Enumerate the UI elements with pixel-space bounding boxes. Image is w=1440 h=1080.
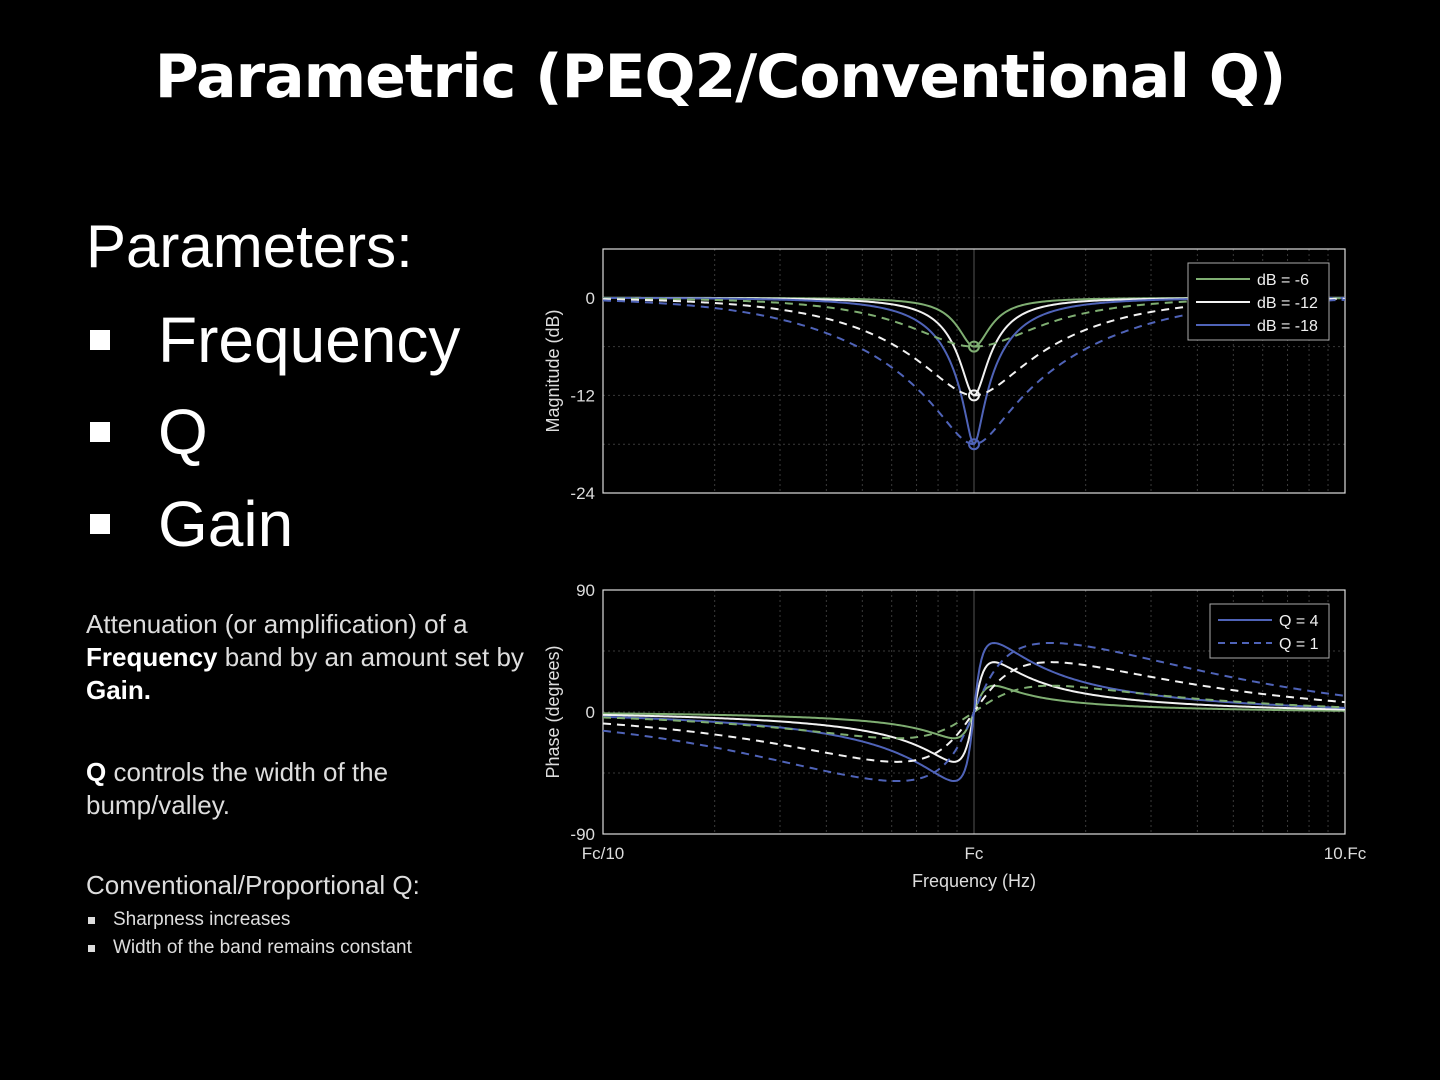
legend-entry-label: dB = -18 bbox=[1257, 318, 1318, 335]
series-line-white-solid bbox=[602, 296, 1345, 397]
conventional-q-text: Sharpness increases bbox=[113, 909, 291, 930]
x-tick-label: Fc/10 bbox=[582, 844, 625, 863]
series-line-white-dashed bbox=[602, 661, 1346, 763]
legend-box bbox=[1187, 262, 1330, 341]
series-line-white-solid bbox=[602, 661, 1346, 763]
bullet-square-icon bbox=[88, 945, 95, 952]
parameters-heading: Parameters: bbox=[86, 213, 413, 280]
magnitude-plot: 0 -12 -24 Magnitude (dB) dB = -6 dB = -12 dB =… bbox=[543, 248, 1346, 503]
phase-plot: 90 0 -90 Phase (degrees) Fc/10 Fc 10.Fc Frequen… bbox=[543, 581, 1367, 891]
series-line-blue-solid bbox=[602, 641, 1346, 783]
fc-marker-white bbox=[968, 389, 980, 402]
legend-entry-label: dB = -6 bbox=[1257, 272, 1309, 289]
bullet-square-icon bbox=[90, 330, 110, 350]
y-tick-label: -90 bbox=[570, 825, 595, 844]
parameter-item-q: Q bbox=[88, 394, 460, 486]
desc-bold-frequency: Frequency bbox=[86, 642, 218, 672]
parameters-list: Frequency Q Gain bbox=[88, 302, 460, 578]
legend-entry-label: Q = 4 bbox=[1279, 613, 1319, 630]
x-axis-label: Frequency (Hz) bbox=[912, 871, 1036, 891]
desc-text: Attenuation (or amplification) of a bbox=[86, 609, 468, 639]
series-line-blue-dashed bbox=[602, 641, 1346, 783]
legend-entry-label: dB = -12 bbox=[1257, 295, 1318, 312]
parameter-label: Q bbox=[158, 396, 208, 468]
x-tick-label: 10.Fc bbox=[1324, 844, 1367, 863]
bullet-square-icon bbox=[90, 422, 110, 442]
series-line-blue-solid bbox=[603, 296, 1345, 446]
parameter-item-frequency: Frequency bbox=[88, 302, 460, 394]
series-line-green-dashed bbox=[602, 684, 1346, 740]
parameter-item-gain: Gain bbox=[88, 486, 460, 578]
axes-frame bbox=[602, 248, 1346, 494]
y-tick-label: 90 bbox=[576, 581, 595, 600]
legend-box bbox=[1209, 603, 1330, 659]
y-axis-label: Phase (degrees) bbox=[543, 645, 563, 778]
desc-bold-gain: Gain. bbox=[86, 675, 152, 705]
series-line-white-dashed bbox=[602, 297, 1346, 397]
fc-marker-blue bbox=[968, 438, 980, 451]
conventional-q-list: Sharpness increases Width of the band re… bbox=[88, 906, 412, 962]
desc-text: band by an amount set by bbox=[217, 642, 524, 672]
slide-title: Parametric (PEQ2/Conventional Q) bbox=[154, 42, 1287, 112]
y-axis-label: Magnitude (dB) bbox=[543, 309, 563, 432]
y-tick-label: 0 bbox=[586, 703, 595, 722]
axes-frame bbox=[602, 589, 1346, 835]
desc-bold-q: Q bbox=[86, 757, 107, 787]
legend-entry-label: Q = 1 bbox=[1279, 636, 1319, 653]
description-q: Q controls the width of the bump/valley. bbox=[86, 756, 526, 822]
bullet-square-icon bbox=[90, 514, 110, 534]
bullet-square-icon bbox=[88, 917, 95, 924]
series-line-green-solid bbox=[603, 296, 1346, 348]
conventional-q-item: Width of the band remains constant bbox=[88, 934, 412, 962]
conventional-q-text: Width of the band remains constant bbox=[113, 937, 412, 958]
conventional-q-heading: Conventional/Proportional Q: bbox=[86, 870, 420, 900]
y-tick-label: 0 bbox=[586, 289, 595, 308]
parameter-label: Gain bbox=[158, 488, 294, 560]
parameter-label: Frequency bbox=[158, 304, 461, 376]
series-line-blue-dashed bbox=[602, 298, 1346, 446]
description-attenuation: Attenuation (or amplification) of a Freq… bbox=[86, 608, 526, 707]
y-tick-label: -24 bbox=[570, 484, 595, 503]
desc-text: controls the width of the bump/valley. bbox=[86, 757, 389, 820]
x-tick-label: Fc bbox=[965, 844, 984, 863]
y-tick-label: -12 bbox=[570, 386, 595, 405]
series-line-green-solid bbox=[602, 684, 1346, 740]
conventional-q-item: Sharpness increases bbox=[88, 906, 412, 934]
series-line-green-dashed bbox=[602, 297, 1346, 348]
fc-marker-green bbox=[968, 340, 980, 353]
